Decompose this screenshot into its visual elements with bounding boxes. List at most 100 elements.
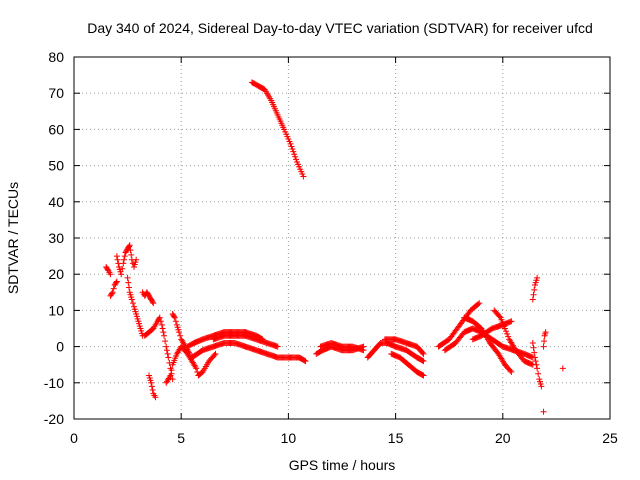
data-point — [212, 350, 219, 357]
data-point — [126, 242, 133, 249]
data-point — [532, 358, 539, 365]
data-point — [419, 372, 426, 379]
data-point — [171, 313, 178, 320]
data-point — [113, 253, 120, 260]
data-point — [119, 265, 126, 272]
data-point — [420, 372, 427, 379]
data-point — [274, 343, 281, 350]
data-point — [113, 279, 120, 286]
data-point — [293, 156, 300, 163]
data-point — [538, 383, 545, 390]
data-point — [165, 354, 172, 361]
data-point — [113, 278, 120, 285]
data-point — [505, 333, 512, 340]
data-point — [302, 358, 309, 365]
y-tick-label: -20 — [44, 411, 64, 427]
data-point — [287, 140, 294, 147]
data-point — [107, 271, 114, 278]
data-point — [160, 329, 167, 336]
x-tick-label: 20 — [495, 430, 511, 446]
data-point — [540, 343, 547, 350]
data-point — [534, 365, 541, 372]
data-point — [291, 151, 298, 158]
data-point — [108, 290, 115, 297]
data-point — [541, 338, 548, 345]
x-tick-label: 15 — [388, 430, 404, 446]
data-points — [103, 79, 566, 415]
data-point — [508, 318, 515, 325]
data-point — [121, 256, 128, 263]
data-point — [535, 370, 542, 377]
data-point — [164, 350, 171, 357]
data-point — [531, 286, 538, 293]
data-point — [176, 329, 183, 336]
data-point — [508, 368, 515, 375]
data-point — [157, 318, 164, 325]
data-point — [177, 332, 184, 339]
data-point — [360, 347, 367, 354]
data-point — [559, 365, 566, 372]
data-point — [533, 361, 540, 368]
data-point — [109, 289, 116, 296]
data-point — [534, 274, 541, 281]
y-tick-label: 60 — [48, 121, 64, 137]
data-point — [127, 247, 134, 254]
data-point — [288, 143, 295, 150]
data-point — [290, 148, 297, 155]
data-point — [120, 260, 127, 267]
y-axis-label: SDTVAR / TECUs — [5, 182, 21, 294]
x-tick-labels: 0 5 10 15 20 25 — [70, 430, 618, 446]
data-point — [193, 365, 200, 372]
x-tick-label: 25 — [602, 430, 618, 446]
x-axis-label: GPS time / hours — [289, 457, 396, 473]
y-tick-labels: -20 -10 0 10 20 30 40 50 60 70 80 — [44, 49, 64, 427]
y-tick-label: 50 — [48, 158, 64, 174]
data-point — [161, 332, 168, 339]
data-point — [542, 329, 549, 336]
data-point — [118, 271, 125, 278]
data-point — [504, 330, 511, 337]
data-point — [289, 146, 296, 153]
data-point — [530, 291, 537, 298]
data-point — [540, 408, 547, 415]
data-point — [115, 260, 122, 267]
y-tick-label: -10 — [44, 375, 64, 391]
data-point — [162, 338, 169, 345]
data-point — [186, 350, 193, 357]
data-point — [475, 301, 482, 308]
y-tick-label: 20 — [48, 266, 64, 282]
data-point — [192, 363, 199, 370]
data-point — [129, 300, 136, 307]
data-point — [185, 349, 192, 356]
data-point — [211, 352, 218, 359]
data-point — [163, 347, 170, 354]
data-point — [149, 298, 156, 305]
data-point — [300, 173, 307, 180]
data-point — [169, 376, 176, 383]
data-point — [503, 328, 510, 335]
data-point — [496, 313, 503, 320]
axis-ticks — [73, 56, 611, 420]
y-tick-label: 80 — [48, 49, 64, 65]
data-point — [148, 379, 155, 386]
data-point — [292, 153, 299, 160]
data-point — [166, 374, 173, 381]
data-point — [148, 383, 155, 390]
y-tick-label: 10 — [48, 302, 64, 318]
x-tick-label: 5 — [177, 430, 185, 446]
data-point — [104, 266, 111, 273]
data-point — [156, 314, 163, 321]
data-point — [168, 367, 175, 374]
data-point — [124, 274, 131, 281]
y-tick-label: 40 — [48, 194, 64, 210]
data-point — [420, 358, 427, 365]
data-point — [159, 325, 166, 332]
data-point — [171, 314, 178, 321]
data-point — [126, 243, 133, 250]
data-point — [529, 339, 536, 346]
data-point — [172, 318, 179, 325]
data-point — [531, 354, 538, 361]
data-point — [150, 300, 157, 307]
data-point — [167, 372, 174, 379]
